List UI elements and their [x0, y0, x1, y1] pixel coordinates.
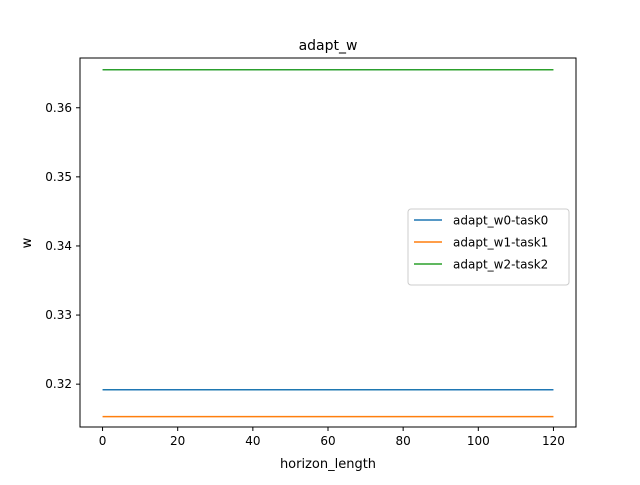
- y-tick-label: 0.36: [45, 101, 72, 115]
- x-tick-label: 0: [99, 434, 107, 448]
- x-tick-label: 80: [396, 434, 411, 448]
- x-axis-ticks: 0 20 40 60 80 100 120: [99, 427, 565, 448]
- legend-label-1: adapt_w1-task1: [453, 236, 548, 250]
- x-tick-label: 100: [467, 434, 490, 448]
- y-tick-label: 0.33: [45, 308, 72, 322]
- chart-title: adapt_w: [299, 38, 358, 54]
- x-tick-label: 60: [320, 434, 335, 448]
- series-layer: [102, 69, 554, 418]
- y-tick-label: 0.32: [45, 377, 72, 391]
- x-tick-label: 120: [542, 434, 565, 448]
- x-tick-label: 40: [245, 434, 260, 448]
- y-tick-label: 0.34: [45, 239, 72, 253]
- y-axis-ticks: 0.32 0.33 0.34 0.35 0.36: [45, 101, 80, 391]
- y-axis-label: w: [20, 237, 35, 248]
- legend-box: [407, 208, 570, 286]
- legend: adapt_w0-task0 adapt_w1-task1 adapt_w2-tas…: [407, 208, 570, 286]
- x-tick-label: 20: [170, 434, 185, 448]
- legend-label-0: adapt_w0-task0: [453, 214, 548, 228]
- legend-label-2: adapt_w2-task2: [453, 258, 548, 272]
- x-axis-label: horizon_length: [280, 457, 376, 472]
- y-tick-label: 0.35: [45, 170, 72, 184]
